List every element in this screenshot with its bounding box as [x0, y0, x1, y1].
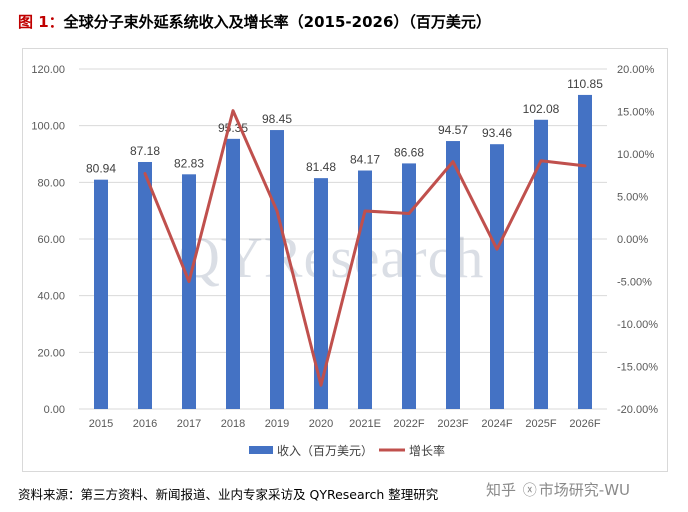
bar-data-label: 82.83: [174, 156, 204, 170]
x-axis-tick-label: 2023F: [437, 418, 468, 430]
bar-data-label: 93.46: [482, 126, 512, 140]
x-axis-tick-label: 2020: [309, 418, 333, 430]
x-axis-tick-label: 2025F: [525, 418, 556, 430]
left-axis-tick-label: 60.00: [37, 234, 65, 246]
growth-rate-line: [143, 109, 587, 387]
x-axis-tick-label: 2018: [221, 418, 245, 430]
chart-frame: QYResearch 80.94 87.18 82.83 95.35 98.45 81.4…: [22, 48, 668, 472]
right-axis-tick-label: -20.00%: [617, 404, 658, 416]
bar: [446, 141, 460, 409]
bar: [94, 179, 108, 409]
left-axis-ticks: 0.00 20.00 40.00 60.00 80.00 100.00 120.00: [31, 64, 65, 416]
x-axis-tick-label: 2019: [265, 418, 289, 430]
bar: [314, 178, 328, 409]
combo-chart: QYResearch 80.9487.1882.8395.3598.4581.4…: [31, 64, 658, 458]
bar-data-label: 81.48: [306, 160, 336, 174]
right-axis-tick-label: 0.00%: [617, 234, 648, 246]
left-axis-tick-label: 80.00: [37, 177, 65, 189]
right-axis-tick-label: 20.00%: [617, 64, 655, 76]
source-note: 资料来源：第三方资料、新闻报道、业内专家采访及 QYResearch 整理研究: [18, 487, 439, 502]
bar: [358, 170, 372, 409]
bar: [490, 144, 504, 409]
bar: [226, 138, 240, 409]
bar: [182, 174, 196, 409]
bar-data-label: 80.94: [86, 162, 116, 176]
bar: [138, 161, 152, 409]
at-icon: ⓧ: [522, 483, 537, 499]
bar-series: 80.9487.1882.8395.3598.4581.4884.1786.68…: [86, 77, 603, 410]
credit-left: 知乎: [486, 481, 517, 499]
legend-bar-label: 收入（百万美元）: [277, 444, 373, 458]
bar-data-label: 84.17: [350, 153, 380, 167]
chart-title: 图 1：全球分子束外延系统收入及增长率（2015-2026）（百万美元）: [18, 11, 491, 32]
right-axis-tick-label: 5.00%: [617, 192, 648, 204]
x-axis-tick-label: 2016: [133, 418, 157, 430]
bar: [270, 130, 284, 409]
title-text: 全球分子束外延系统收入及增长率（2015-2026）（百万美元）: [63, 13, 491, 31]
bar-data-label: 102.08: [523, 102, 560, 116]
left-axis-tick-label: 0.00: [44, 404, 65, 416]
legend-bar-swatch: [249, 446, 273, 454]
right-axis-tick-label: -15.00%: [617, 362, 658, 374]
left-axis-tick-label: 100.00: [31, 121, 65, 133]
x-axis-tick-label: 2024F: [481, 418, 512, 430]
line-series: [143, 109, 587, 387]
bar-data-label: 110.85: [567, 77, 603, 91]
x-axis-tick-label: 2015: [89, 418, 113, 430]
x-axis-ticks: 2015 2016 2017 2018 2019 2020 2021E 2022F 2023F 2…: [89, 418, 601, 430]
x-axis-tick-label: 2021E: [349, 418, 381, 430]
right-axis-tick-label: -10.00%: [617, 319, 658, 331]
bar-data-label: 87.18: [130, 144, 160, 158]
left-axis-tick-label: 120.00: [31, 64, 65, 76]
bar-data-label: 94.57: [438, 123, 468, 137]
left-axis-tick-label: 40.00: [37, 291, 65, 303]
left-axis-tick-label: 20.00: [37, 347, 65, 359]
right-axis-tick-label: 10.00%: [617, 149, 655, 161]
right-axis-tick-label: -5.00%: [617, 277, 652, 289]
bar-data-label: 86.68: [394, 145, 424, 159]
legend-line-label: 增长率: [409, 443, 445, 458]
credit-watermark: 知乎 ⓧ 市场研究-WU: [486, 479, 630, 500]
bar: [534, 119, 548, 410]
credit-right: 市场研究-WU: [538, 481, 631, 499]
bar: [402, 163, 416, 409]
x-axis-tick-label: 2017: [177, 418, 201, 430]
right-axis-tick-label: 15.00%: [617, 107, 655, 119]
right-axis-ticks: -20.00% -15.00% -10.00% -5.00% 0.00% 5.00% 10.…: [617, 64, 658, 416]
bar-data-label: 98.45: [262, 112, 292, 126]
figure-number: 图 1：: [18, 13, 64, 31]
watermark-text: QYResearch: [178, 225, 484, 290]
legend: 收入（百万美元） 增长率: [249, 443, 445, 458]
bar: [578, 94, 592, 410]
x-axis-tick-label: 2026F: [569, 418, 600, 430]
x-axis-tick-label: 2022F: [393, 418, 424, 430]
